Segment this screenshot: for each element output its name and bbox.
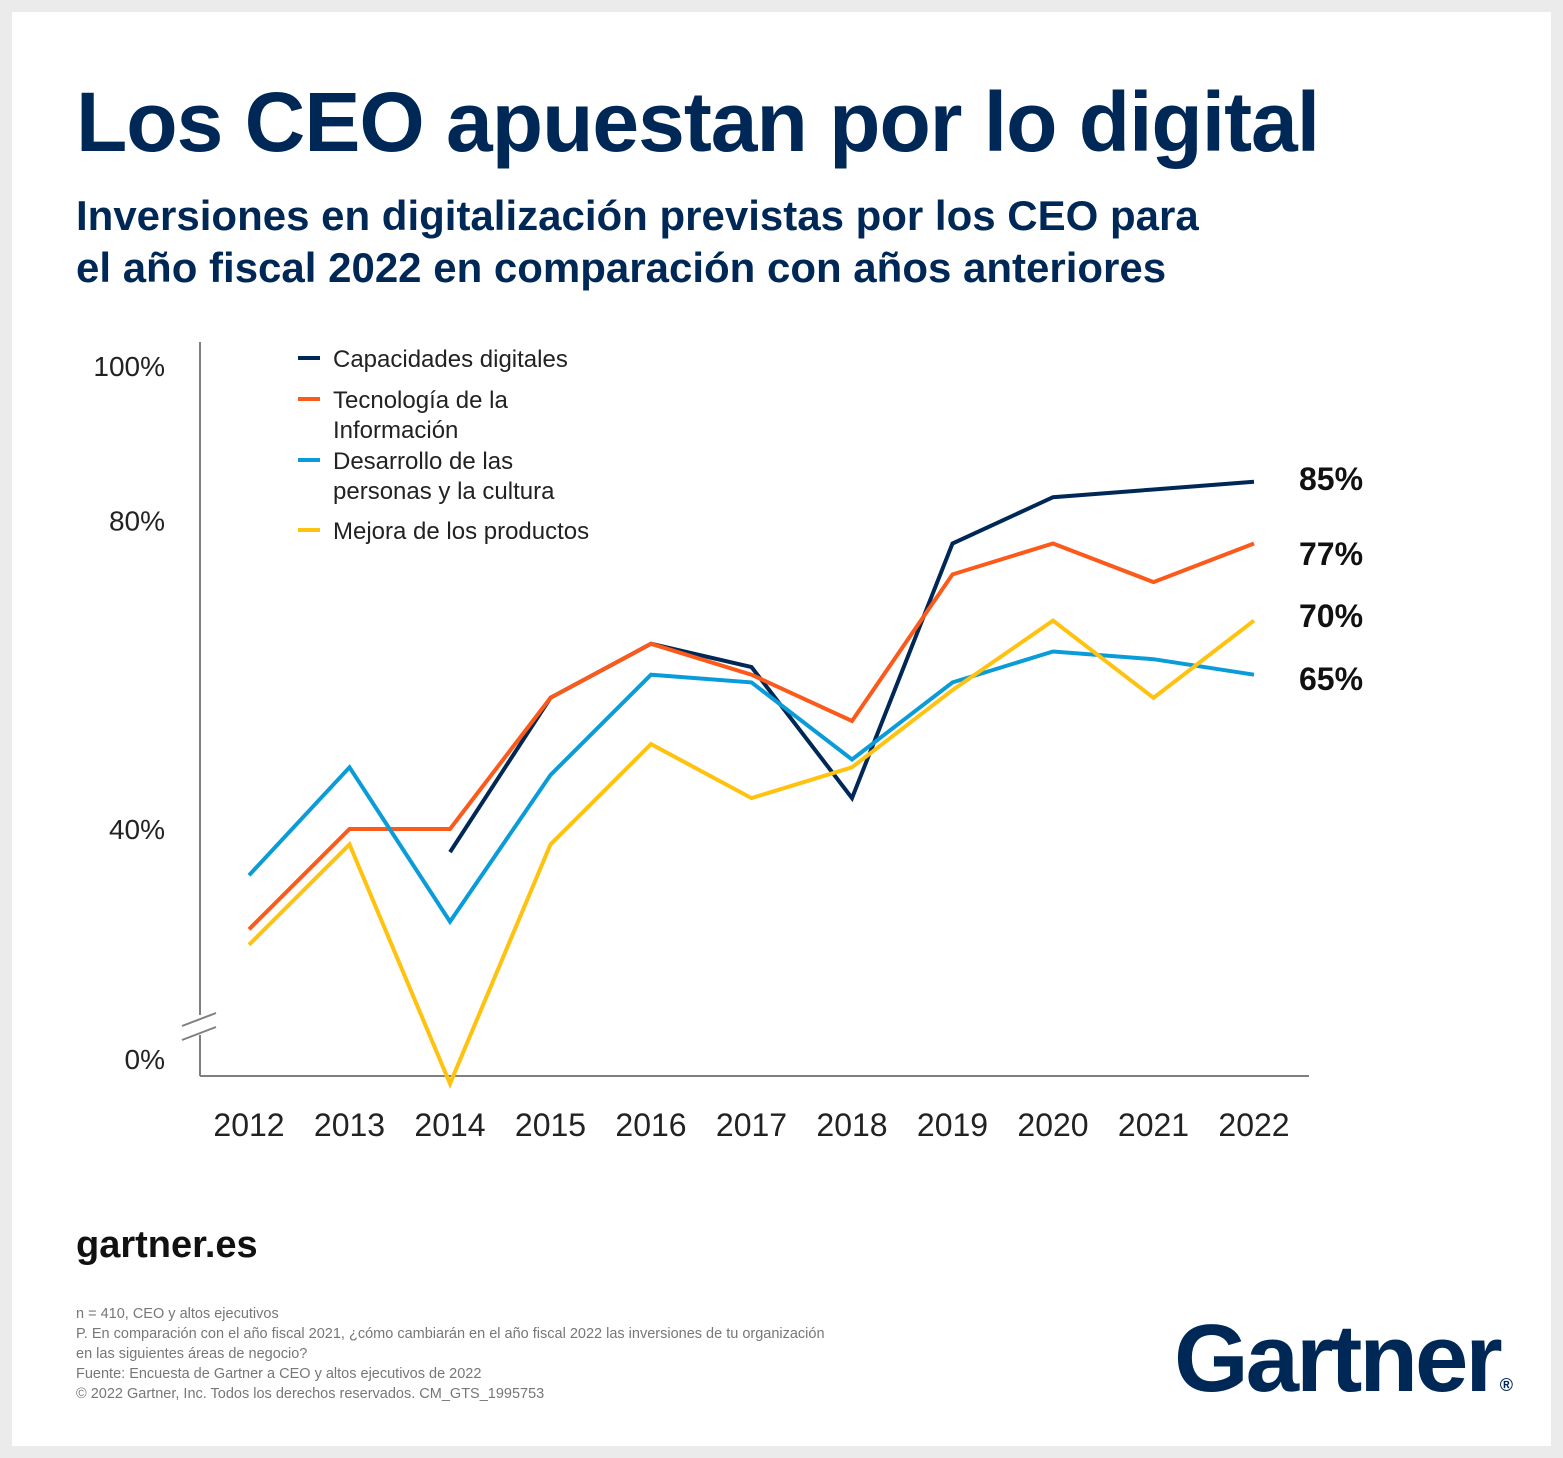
series-line-mejora-de-los-productos bbox=[247, 618, 1256, 1089]
x-tick-label-2014: 2014 bbox=[414, 1107, 485, 1143]
x-tick-label-2018: 2018 bbox=[816, 1107, 887, 1143]
gartner-logo: Gartner® bbox=[1174, 1304, 1513, 1414]
y-tick-label-40: 40% bbox=[109, 814, 165, 845]
x-tick-label-2012: 2012 bbox=[213, 1107, 284, 1143]
series-line-tecnologia-de-la-informacion bbox=[247, 541, 1255, 931]
x-tick-label-2021: 2021 bbox=[1118, 1107, 1189, 1143]
footnote-question-1: P. En comparación con el año fiscal 2021… bbox=[76, 1326, 825, 1342]
footnotes: n = 410, CEO y altos ejecutivos P. En co… bbox=[76, 1304, 976, 1404]
end-label-desarrollo-de-las-personas-y-la-cultura: 65% bbox=[1299, 661, 1363, 697]
footnote-sample: n = 410, CEO y altos ejecutivos bbox=[76, 1306, 279, 1322]
legend-label-desarrollo-de-las-personas-y-la-cultura-2: personas y la cultura bbox=[333, 478, 555, 505]
footnote-source: Fuente: Encuesta de Gartner a CEO y alto… bbox=[76, 1366, 482, 1382]
x-tick-label-2022: 2022 bbox=[1218, 1107, 1289, 1143]
page-title: Los CEO apuestan por lo digital bbox=[76, 75, 1320, 169]
y-tick-label-0: 0% bbox=[125, 1044, 165, 1075]
legend-label-desarrollo-de-las-personas-y-la-cultura: Desarrollo de las bbox=[333, 448, 513, 475]
x-tick-label-2013: 2013 bbox=[314, 1107, 385, 1143]
x-tick-label-2019: 2019 bbox=[917, 1107, 988, 1143]
logo-text: Gartner bbox=[1174, 1305, 1503, 1412]
x-tick-label-2016: 2016 bbox=[615, 1107, 686, 1143]
end-label-mejora-de-los-productos: 70% bbox=[1299, 598, 1363, 634]
legend-label-mejora-de-los-productos: Mejora de los productos bbox=[333, 518, 589, 545]
page-subtitle: Inversiones en digitalización previstas … bbox=[76, 190, 1376, 294]
footnote-copyright: © 2022 Gartner, Inc. Todos los derechos … bbox=[76, 1386, 545, 1402]
website-url[interactable]: gartner.es bbox=[76, 1224, 258, 1266]
end-label-capacidades-digitales: 85% bbox=[1299, 461, 1363, 497]
legend-label-tecnologia-de-la-informacion-2: Información bbox=[333, 417, 458, 444]
x-tick-label-2020: 2020 bbox=[1017, 1107, 1088, 1143]
series-line-desarrollo-de-las-personas-y-la-cultura bbox=[247, 649, 1255, 926]
end-label-tecnologia-de-la-informacion: 77% bbox=[1299, 536, 1363, 572]
footnote-question-2: en las siguientes áreas de negocio? bbox=[76, 1346, 308, 1362]
subtitle-line-2: el año fiscal 2022 en comparación con añ… bbox=[76, 244, 1167, 291]
subtitle-line-1: Inversiones en digitalización previstas … bbox=[76, 192, 1199, 239]
legend-label-capacidades-digitales: Capacidades digitales bbox=[333, 346, 568, 373]
registered-mark: ® bbox=[1499, 1375, 1514, 1395]
y-tick-label-80: 80% bbox=[109, 505, 165, 536]
axis-break-mark-2 bbox=[181, 1026, 217, 1041]
axis-break-mark-1 bbox=[181, 1012, 217, 1027]
x-tick-label-2015: 2015 bbox=[515, 1107, 586, 1143]
legend-label-tecnologia-de-la-informacion: Tecnología de la bbox=[333, 387, 508, 414]
y-tick-label-100: 100% bbox=[93, 351, 165, 382]
infographic-card: Los CEO apuestan por lo digital Inversio… bbox=[12, 12, 1551, 1446]
x-tick-label-2017: 2017 bbox=[716, 1107, 787, 1143]
line-chart: 100% 80% 40% 0% 2012 2013 2014 2015 2016 2017 2018… bbox=[93, 342, 1363, 1143]
